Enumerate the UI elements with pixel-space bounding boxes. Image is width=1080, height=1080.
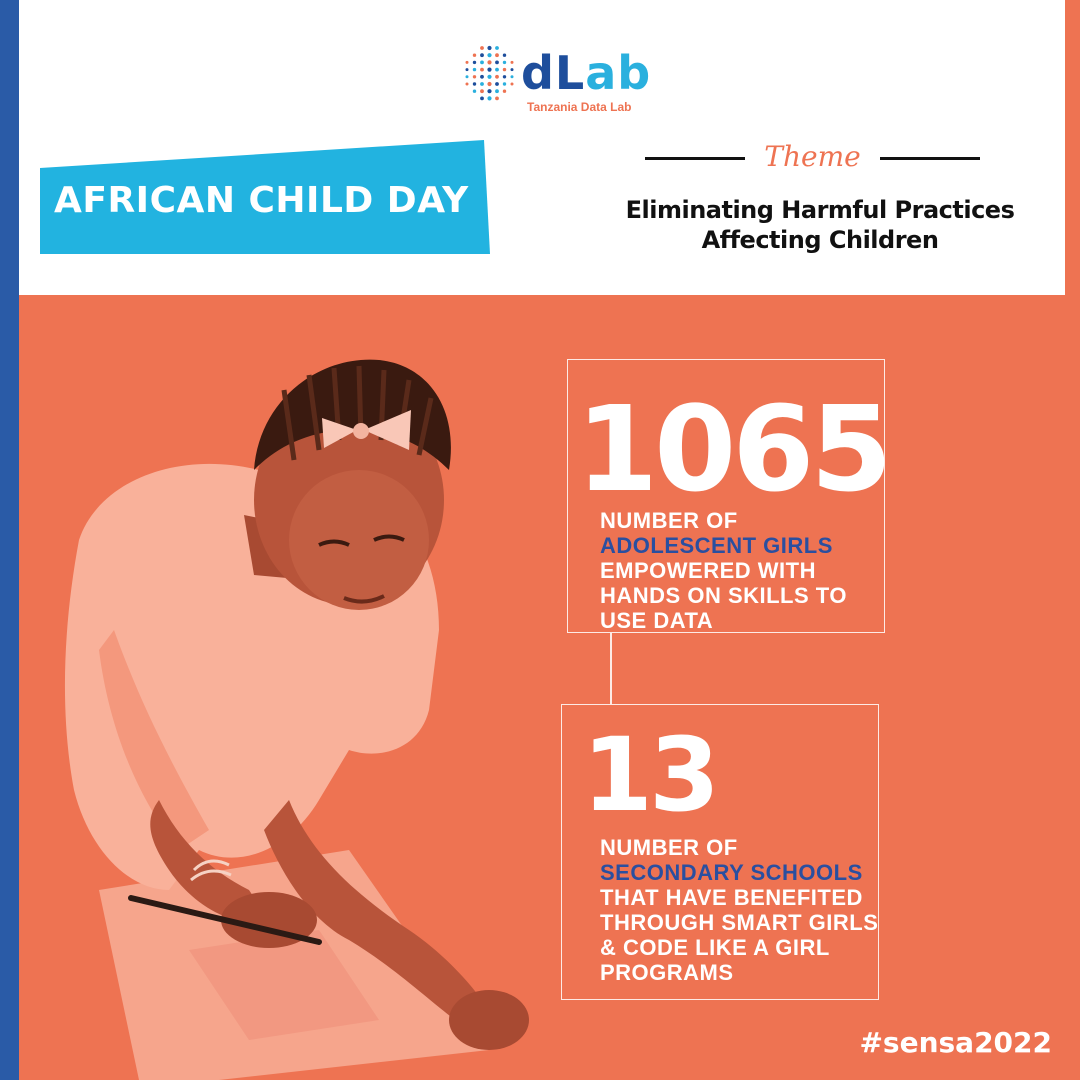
stat-card-schools: 13 NUMBER OF SECONDARY SCHOOLS THAT HAVE… xyxy=(561,704,879,1000)
logo-dot xyxy=(502,89,507,93)
logo-dot xyxy=(495,96,499,101)
theme-line-2: Affecting Children xyxy=(701,226,939,254)
logo-dot xyxy=(480,74,484,79)
logo-dot xyxy=(502,53,507,57)
logo-dot xyxy=(487,67,492,72)
stat-text-line: & CODE LIKE A GIRL xyxy=(600,935,830,960)
stat-text-line: USE DATA xyxy=(600,608,714,633)
logo-dot xyxy=(487,81,492,87)
logo-dot xyxy=(472,82,477,86)
logo-dot xyxy=(495,89,499,94)
logo-dot xyxy=(510,68,514,72)
logo-dot xyxy=(495,82,499,86)
theme-text: Eliminating Harmful Practices Affecting … xyxy=(610,195,1030,255)
logo-dot xyxy=(480,60,484,65)
logo-dot xyxy=(480,46,484,50)
stat-description: NUMBER OF SECONDARY SCHOOLS THAT HAVE BE… xyxy=(600,835,880,985)
logo-dot xyxy=(465,75,469,79)
logo-dot xyxy=(472,75,477,79)
logo-dot xyxy=(465,68,469,72)
stat-highlight: SECONDARY SCHOOLS xyxy=(600,860,863,885)
connector-line xyxy=(610,633,612,704)
logo-dot xyxy=(495,74,499,79)
logo-dot xyxy=(510,60,514,64)
dlab-logo: dLab Tanzania Data Lab xyxy=(459,40,652,120)
stat-text-line: PROGRAMS xyxy=(600,960,734,985)
logo-dot xyxy=(480,53,484,58)
stat-text-line: THAT HAVE BENEFITED xyxy=(600,885,863,910)
banner-shape xyxy=(40,140,490,254)
logo-dot xyxy=(487,45,492,51)
logo-dot xyxy=(510,75,514,79)
logo-dot xyxy=(495,60,499,65)
stat-text-line: HANDS ON SKILLS TO xyxy=(600,583,847,608)
logo-tagline: Tanzania Data Lab xyxy=(527,100,632,114)
girl-writing-photo xyxy=(64,359,529,1080)
stat-card-girls: 1065 NUMBER OF ADOLESCENT GIRLS EMPOWERE… xyxy=(567,359,892,633)
dot-globe-icon xyxy=(465,45,514,101)
logo-dot xyxy=(472,89,477,93)
logo-dot xyxy=(487,96,492,101)
logo-dot xyxy=(480,89,484,94)
logo-dot xyxy=(480,67,484,72)
logo-dot xyxy=(502,82,507,86)
stat-text-line: EMPOWERED WITH xyxy=(600,558,816,583)
theme-line-1: Eliminating Harmful Practices xyxy=(625,196,1015,224)
logo-dot xyxy=(502,75,507,79)
stat-text-line: THROUGH SMART GIRLS xyxy=(600,910,879,935)
logo-dot xyxy=(487,60,492,65)
logo-dot xyxy=(472,53,477,57)
logo-dot xyxy=(465,82,469,86)
stat-text-line: NUMBER OF xyxy=(600,835,738,860)
event-banner: AFRICAN CHILD DAY xyxy=(40,140,490,254)
logo-dot xyxy=(487,53,492,58)
divider-left xyxy=(645,157,745,160)
logo-dot xyxy=(480,82,484,86)
logo-dot xyxy=(495,46,499,50)
stat-text-line: NUMBER OF xyxy=(600,508,738,533)
logo-dot xyxy=(510,82,514,86)
stat-number: 1065 xyxy=(576,380,892,518)
logo-dot xyxy=(495,53,499,58)
logo-dot xyxy=(480,96,484,101)
logo-dot xyxy=(472,60,477,65)
header-panel: dLab Tanzania Data Lab AFRICAN CHILD DAY… xyxy=(19,0,1065,295)
hashtag: #sensa2022 xyxy=(859,1026,1052,1059)
logo-dot xyxy=(465,60,469,64)
stat-description: NUMBER OF ADOLESCENT GIRLS EMPOWERED WIT… xyxy=(600,508,880,633)
logo-dot xyxy=(487,74,492,79)
theme-label: Theme xyxy=(764,140,861,173)
logo-dot xyxy=(472,67,477,72)
stat-number: 13 xyxy=(582,716,720,835)
left-accent-bar xyxy=(0,0,19,1080)
logo-dot xyxy=(502,60,507,65)
logo-wordmark: dLab xyxy=(521,46,652,100)
logo-dot xyxy=(495,67,499,72)
logo-dot xyxy=(487,89,492,94)
logo-dot xyxy=(502,67,507,72)
divider-right xyxy=(880,157,980,160)
theme-heading: Theme xyxy=(645,140,980,176)
stat-highlight: ADOLESCENT GIRLS xyxy=(600,533,833,558)
banner-title: AFRICAN CHILD DAY xyxy=(54,180,469,221)
